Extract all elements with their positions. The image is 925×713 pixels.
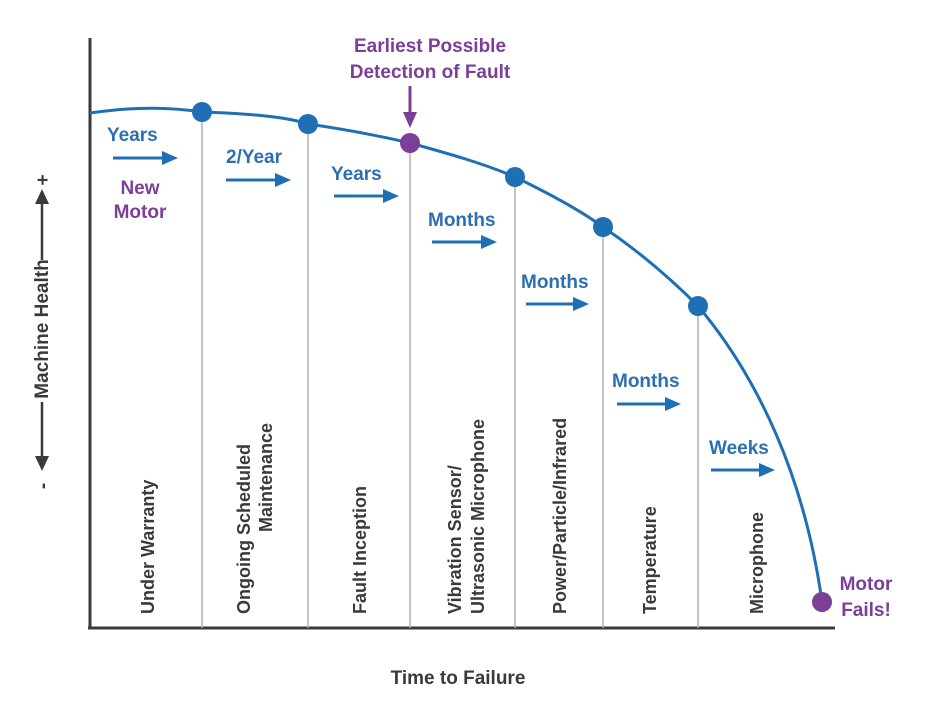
checkpoint-dot — [593, 217, 613, 237]
fault-detection-dot — [400, 133, 420, 153]
stage-label: Power/Particle/Infrared — [550, 418, 570, 614]
motor-fails-dot — [812, 592, 832, 612]
earliest-detection-line1: Earliest Possible — [354, 36, 506, 57]
stage-label: Ultrasonic Microphone — [468, 419, 488, 614]
y-axis-plus: + — [33, 174, 54, 185]
new-motor-line1: New — [120, 178, 159, 199]
y-axis-minus: - — [33, 483, 54, 489]
stage-label: Fault Inception — [350, 486, 370, 614]
motor-fails-callout: Motor Fails! — [840, 574, 893, 621]
interval-label: 2/Year — [226, 147, 283, 168]
interval-arrow — [334, 189, 399, 203]
interval-arrow — [617, 397, 681, 411]
stage-label: Vibration Sensor/ — [445, 465, 465, 614]
stage-label: Ongoing Scheduled — [234, 444, 254, 614]
stage-label: Maintenance — [256, 423, 276, 532]
checkpoint-dot — [298, 114, 318, 134]
checkpoint-dot — [688, 296, 708, 316]
interval-labels: Years 2/Year Years Months Months Months … — [107, 125, 769, 459]
stage-label: Temperature — [640, 506, 660, 614]
checkpoint-dot — [192, 102, 212, 122]
interval-arrows — [113, 151, 775, 477]
interval-label: Months — [521, 272, 589, 293]
earliest-detection-line2: Detection of Fault — [350, 62, 511, 83]
interval-label: Years — [331, 164, 382, 185]
y-axis-label: Machine Health — [32, 259, 53, 398]
interval-arrow — [113, 151, 178, 165]
stage-dividers — [201, 112, 699, 628]
checkpoint-dot — [505, 167, 525, 187]
stage-labels: Under Warranty Ongoing Scheduled Mainten… — [138, 418, 767, 614]
interval-arrow — [226, 173, 291, 187]
interval-arrow — [526, 297, 589, 311]
down-arrow-icon — [35, 456, 49, 471]
earliest-detection-arrow — [403, 86, 417, 128]
up-arrow-icon — [35, 189, 49, 204]
motor-fails-line2: Fails! — [841, 600, 891, 621]
interval-label: Months — [612, 371, 680, 392]
new-motor-line2: Motor — [114, 202, 167, 223]
new-motor-callout: New Motor — [114, 178, 167, 223]
x-axis-label: Time to Failure — [391, 668, 526, 689]
stage-label: Microphone — [747, 512, 767, 614]
stage-label: Under Warranty — [138, 480, 158, 614]
interval-label: Months — [428, 210, 496, 231]
interval-arrow — [711, 463, 775, 477]
interval-arrow — [432, 235, 497, 249]
interval-label: Years — [107, 125, 158, 146]
earliest-detection-callout: Earliest Possible Detection of Fault — [350, 36, 511, 83]
motor-fails-line1: Motor — [840, 574, 893, 595]
y-axis-label-group: Machine Health + - — [32, 174, 54, 489]
interval-label: Weeks — [709, 438, 769, 459]
